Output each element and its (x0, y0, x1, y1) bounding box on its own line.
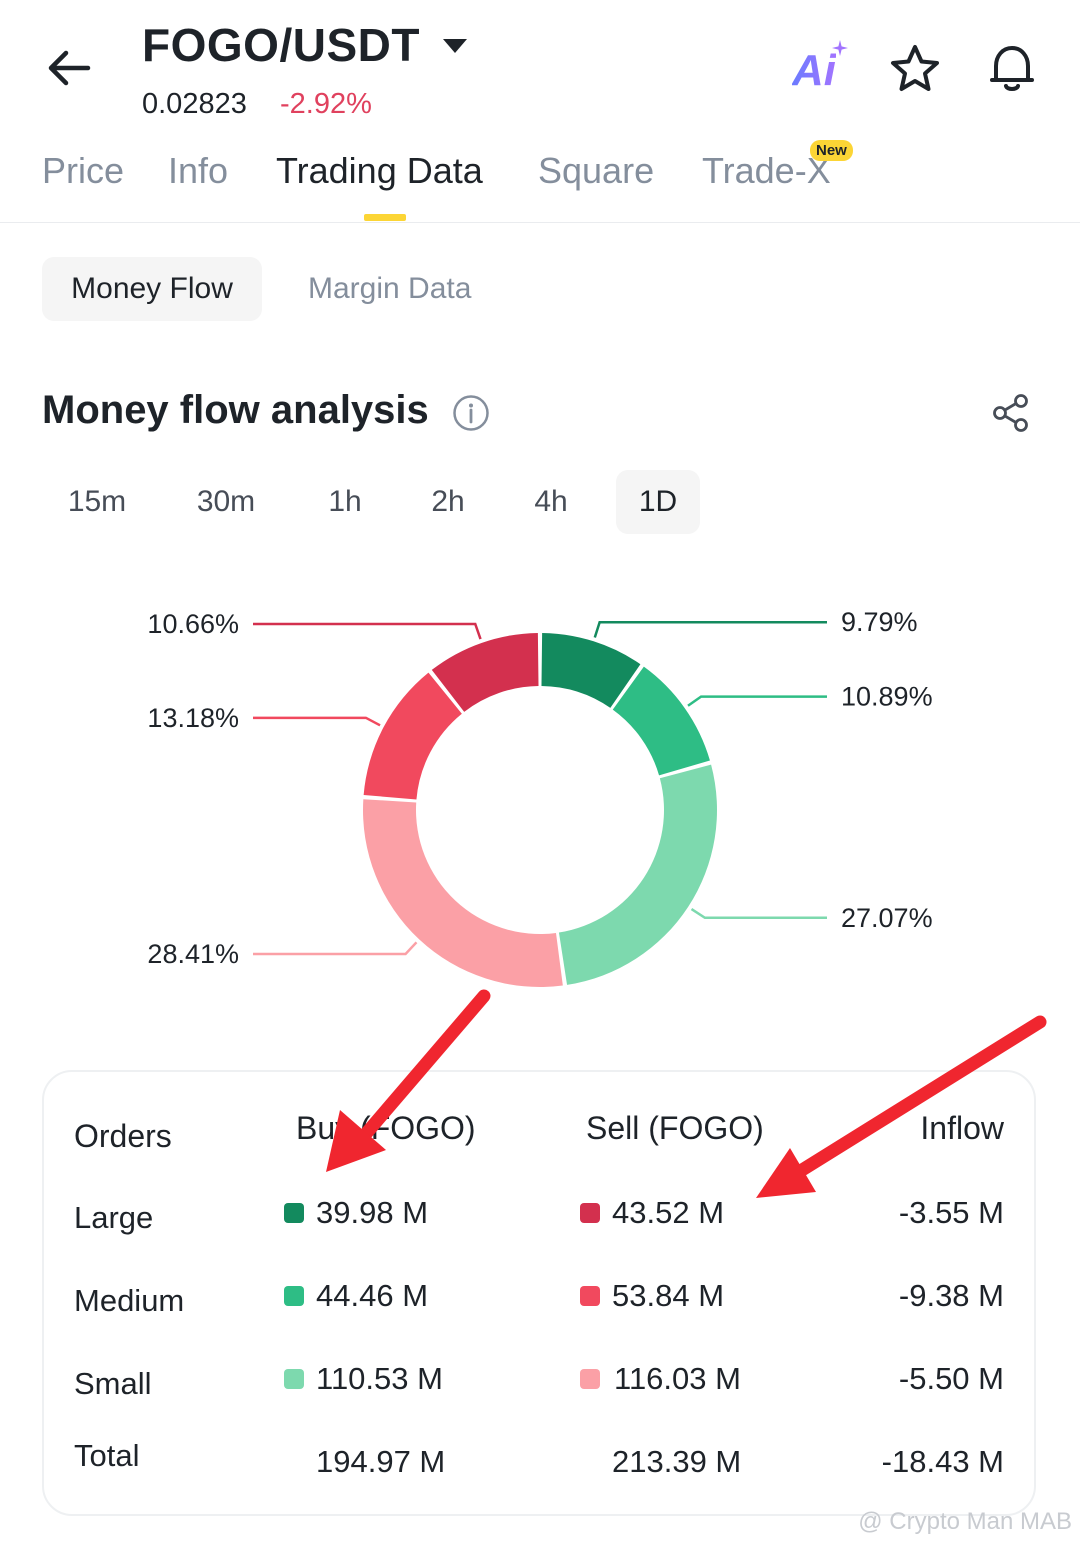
inflow-small-value: -5.50 M (898, 1361, 1004, 1396)
buy-large-value: 39.98 M (316, 1195, 429, 1230)
sell-large-swatch (580, 1203, 600, 1223)
buy-small-swatch (284, 1369, 304, 1389)
active-tab-indicator (364, 214, 406, 221)
buy-total-value: 194.97 M (316, 1444, 446, 1479)
slice-percent-label: 9.79% (841, 607, 918, 637)
timeframe-2h[interactable]: 2h (431, 485, 465, 518)
slice-percent-label: 10.89% (841, 682, 933, 712)
last-price: 0.02823 (142, 88, 247, 120)
row-label-small: Small (74, 1366, 152, 1401)
buy-medium-value: 44.46 M (316, 1278, 429, 1313)
share-icon[interactable] (990, 392, 1032, 434)
timeframe-4h[interactable]: 4h (534, 485, 568, 518)
timeframe-1h[interactable]: 1h (328, 485, 362, 518)
subtab-margin-data[interactable]: Margin Data (308, 272, 472, 305)
slice-large-sell (431, 633, 539, 712)
favorite-star-icon[interactable] (888, 42, 942, 96)
leader-line (253, 941, 418, 956)
tab-trading-data[interactable]: Trading Data (276, 150, 483, 191)
tab-price[interactable]: Price (42, 150, 125, 191)
slice-percent-label: 13.18% (147, 703, 239, 733)
section-title: Money flow analysis (42, 388, 429, 432)
tabs-divider (0, 222, 1080, 223)
money-flow-donut-chart: 9.79% 10.89% 27.07% 28.41% 13.18% 10.66% (147, 607, 933, 987)
slice-medium-sell (363, 672, 462, 800)
watermark: @ Crypto Man MAB (858, 1508, 1072, 1535)
leader-line (253, 716, 381, 727)
slice-medium-buy (612, 666, 710, 776)
sell-large-value: 43.52 M (612, 1195, 725, 1230)
col-header-buy: Buy (FOGO) (296, 1110, 476, 1146)
slice-small-sell (363, 799, 563, 987)
col-header-orders: Orders (74, 1118, 172, 1154)
tab-square[interactable]: Square (538, 150, 655, 191)
pair-title[interactable]: FOGO/USDT (142, 19, 420, 71)
sell-total-value: 213.39 M (612, 1444, 742, 1479)
row-label-large: Large (74, 1200, 154, 1235)
ai-assistant-icon[interactable]: Ai (792, 46, 836, 95)
timeframe-30m[interactable]: 30m (196, 485, 256, 518)
slice-large-buy (541, 633, 641, 708)
sell-small-value: 116.03 M (614, 1361, 741, 1396)
inflow-total-value: -18.43 M (881, 1444, 1004, 1479)
back-arrow-icon[interactable] (44, 42, 96, 94)
row-label-total: Total (74, 1438, 140, 1473)
slice-percent-label: 10.66% (147, 609, 239, 639)
buy-small-value: 110.53 M (316, 1361, 443, 1396)
timeframe-1d[interactable]: 1D (616, 470, 700, 534)
col-header-sell: Sell (FOGO) (586, 1110, 764, 1146)
slice-percent-label: 27.07% (841, 903, 933, 933)
slice-percent-label: 28.41% (147, 939, 239, 969)
tab-info[interactable]: Info (168, 150, 229, 191)
leader-line (593, 620, 827, 638)
inflow-large-value: -3.55 M (898, 1195, 1004, 1230)
buy-medium-swatch (284, 1286, 304, 1306)
inflow-medium-value: -9.38 M (898, 1278, 1004, 1313)
sell-medium-swatch (580, 1286, 600, 1306)
timeframe-15m[interactable]: 15m (67, 485, 127, 518)
sparkle-icon (832, 40, 848, 56)
sell-medium-value: 53.84 M (612, 1278, 725, 1313)
sell-small-swatch (580, 1369, 600, 1389)
chevron-down-icon[interactable] (440, 34, 470, 58)
leader-line (690, 907, 827, 920)
buy-large-swatch (284, 1203, 304, 1223)
price-change: -2.92% (280, 88, 372, 120)
info-icon[interactable] (452, 394, 490, 432)
leader-line (687, 695, 827, 707)
subtab-money-flow[interactable]: Money Flow (42, 257, 262, 321)
leader-line (253, 622, 482, 640)
new-badge: New (810, 140, 853, 161)
bell-icon[interactable] (984, 40, 1040, 96)
row-label-medium: Medium (74, 1283, 185, 1318)
orders-table (42, 1070, 1036, 1516)
slice-small-buy (558, 764, 717, 985)
col-header-inflow: Inflow (920, 1110, 1004, 1146)
tab-trade-x[interactable]: Trade-X (702, 150, 831, 191)
